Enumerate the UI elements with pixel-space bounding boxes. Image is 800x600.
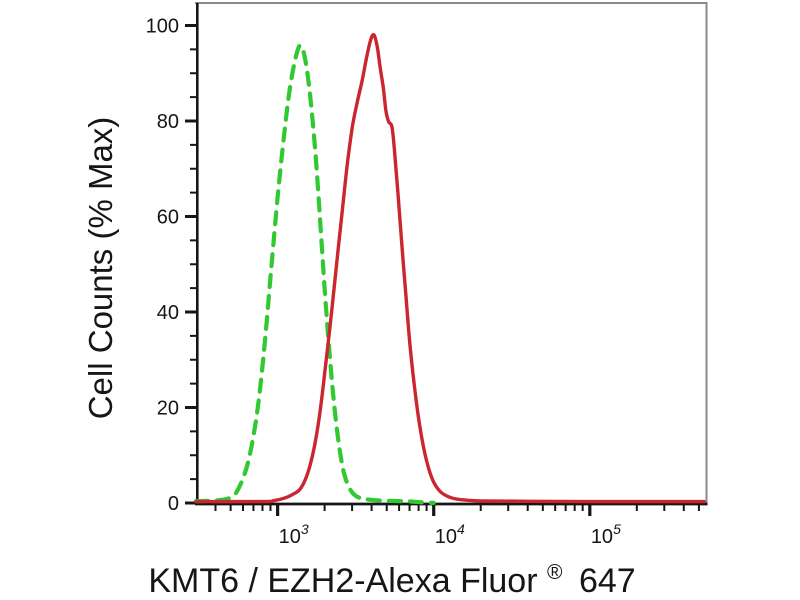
y-axis-tick-labels: 0 20 40 60 80 100 [146,15,179,515]
registered-trademark-symbol: ® [547,561,563,584]
x-tick-label-exponent: 3 [301,521,309,537]
x-tick-label-base: 10 [279,526,301,548]
x-tick-label: 104 [435,521,465,548]
y-tick-label: 100 [146,15,179,37]
x-tick-label-base: 10 [591,526,613,548]
x-tick-label-exponent: 5 [613,521,621,537]
y-tick-label: 40 [157,302,179,324]
x-axis-title-text: KMT6 / EZH2-Alexa Fluor [148,562,537,600]
x-axis-title-number: 647 [579,562,636,600]
y-axis-title: Cell Counts (% Max) [82,117,119,420]
red-solid-curve [194,32,706,504]
x-tick-label: 105 [591,521,621,548]
x-tick-label-base: 10 [435,526,457,548]
y-tick-label: 80 [157,111,179,133]
x-axis-ticks [214,505,700,516]
plot-frame [195,2,708,506]
x-axis-tick-labels: 103 104 105 [279,521,621,548]
y-axis-ticks [185,23,196,505]
x-tick-label-exponent: 4 [457,521,465,537]
histogram-curves [193,32,706,505]
x-axis-title: KMT6 / EZH2-Alexa Fluor ® 647 [148,549,635,600]
green-dashed-curve [193,43,436,505]
x-tick-label: 103 [279,521,309,548]
y-tick-label: 0 [168,493,179,515]
y-tick-label: 20 [157,397,179,419]
y-tick-label: 60 [157,206,179,228]
